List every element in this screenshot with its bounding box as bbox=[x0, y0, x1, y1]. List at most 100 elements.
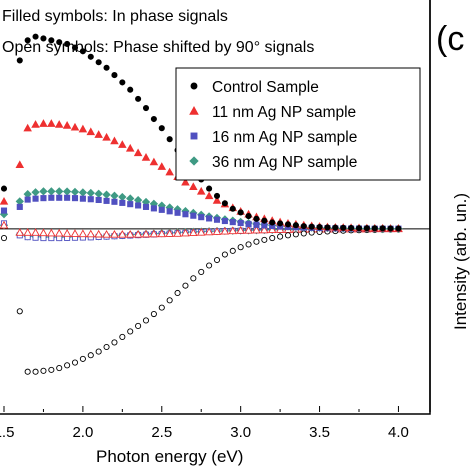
point-triangle-inphase-1-8 bbox=[70, 122, 80, 131]
point-circle-quadrature-0-34 bbox=[277, 233, 284, 240]
point-circle-inphase-0-41 bbox=[332, 224, 339, 231]
point-triangle-quadrature-1-1 bbox=[15, 228, 25, 236]
point-triangle-quadrature-1-16 bbox=[133, 229, 143, 238]
point-triangle-quadrature-1-14 bbox=[118, 229, 127, 238]
point-square-inphase-2-13 bbox=[111, 198, 118, 205]
x-tick-label-0: 1.5 bbox=[0, 424, 14, 441]
point-square-inphase-2-29 bbox=[237, 219, 244, 227]
x-axis-title: Photon energy (eV) bbox=[96, 447, 243, 466]
point-circle-quadrature-0-32 bbox=[261, 236, 268, 243]
point-triangle-quadrature-1-5 bbox=[47, 228, 56, 237]
point-triangle-inphase-1-2 bbox=[23, 123, 32, 132]
point-triangle-quadrature-1-13 bbox=[110, 229, 119, 238]
point-square-inphase-2-12 bbox=[103, 197, 110, 204]
point-circle-inphase-0-3 bbox=[32, 33, 39, 40]
x-tick-label-3: 3.0 bbox=[230, 424, 251, 441]
annotation-open-symbols: Open symbols: Phase shifted by 90° signa… bbox=[2, 39, 314, 56]
point-circle-quadrature-0-17 bbox=[142, 317, 150, 324]
point-circle-inphase-0-30 bbox=[245, 213, 252, 220]
point-diamond-inphase-3-13 bbox=[110, 191, 119, 200]
point-square-inphase-2-14 bbox=[119, 199, 126, 206]
point-circle-inphase-0-29 bbox=[237, 209, 244, 216]
point-circle-inphase-0-27 bbox=[221, 200, 228, 207]
point-square-inphase-2-30 bbox=[245, 220, 252, 227]
point-triangle-quadrature-1-21 bbox=[173, 229, 182, 237]
point-triangle-quadrature-1-3 bbox=[31, 228, 40, 236]
point-circle-quadrature-0-2 bbox=[24, 368, 31, 375]
point-triangle-quadrature-1-27 bbox=[220, 226, 230, 235]
point-circle-quadrature-0-31 bbox=[253, 238, 260, 245]
point-circle-inphase-0-18 bbox=[150, 115, 157, 123]
point-square-quadrature-2-4 bbox=[40, 234, 47, 242]
legend-label-11nm: 11 nm Ag NP sample bbox=[212, 104, 356, 121]
legend-label-36nm: 36 nm Ag NP sample bbox=[212, 154, 357, 171]
point-square-quadrature-2-3 bbox=[32, 234, 39, 241]
point-circle-quadrature-0-22 bbox=[182, 282, 189, 289]
point-circle-inphase-0-11 bbox=[95, 59, 102, 66]
point-diamond-inphase-3-11 bbox=[94, 189, 103, 198]
point-triangle-inphase-1-19 bbox=[157, 162, 167, 170]
point-triangle-inphase-1-0 bbox=[0, 196, 9, 205]
point-circle-quadrature-0-12 bbox=[103, 343, 110, 351]
point-triangle-inphase-1-20 bbox=[165, 167, 174, 176]
point-circle-quadrature-0-28 bbox=[229, 247, 236, 254]
point-circle-quadrature-0-3 bbox=[32, 368, 39, 375]
point-triangle-inphase-1-24 bbox=[196, 186, 206, 195]
point-square-inphase-2-6 bbox=[56, 194, 63, 201]
point-circle-inphase-0-12 bbox=[103, 64, 110, 71]
point-circle-quadrature-0-1 bbox=[16, 308, 23, 315]
point-circle-inphase-0-26 bbox=[213, 192, 221, 199]
point-circle-quadrature-0-27 bbox=[221, 251, 228, 258]
point-triangle-quadrature-1-4 bbox=[39, 228, 48, 237]
point-circle-inphase-0-32 bbox=[261, 217, 268, 224]
point-triangle-inphase-1-18 bbox=[149, 157, 159, 166]
point-diamond-inphase-3-7 bbox=[62, 187, 72, 196]
point-circle-quadrature-0-33 bbox=[269, 234, 276, 242]
legend: Control Sample 11 nm Ag NP sample 16 nm … bbox=[175, 67, 421, 181]
point-triangle-inphase-1-1 bbox=[15, 160, 25, 169]
x-axis-ticks: 1.5 2.0 2.5 3.0 3.5 4.0 bbox=[0, 406, 409, 441]
point-diamond-inphase-3-8 bbox=[70, 187, 80, 197]
point-circle-quadrature-0-14 bbox=[119, 333, 126, 340]
point-circle-inphase-0-40 bbox=[324, 224, 331, 231]
point-circle-quadrature-0-5 bbox=[48, 366, 55, 373]
x-tick-label-5: 4.0 bbox=[388, 424, 409, 441]
point-triangle-inphase-1-17 bbox=[141, 153, 151, 161]
point-triangle-quadrature-1-15 bbox=[125, 229, 135, 238]
point-triangle-inphase-1-12 bbox=[102, 132, 111, 141]
point-diamond-inphase-3-4 bbox=[39, 187, 48, 196]
point-triangle-quadrature-1-23 bbox=[189, 228, 198, 236]
point-triangle-quadrature-1-11 bbox=[94, 229, 103, 238]
point-circle-inphase-0-14 bbox=[119, 79, 126, 86]
point-circle-inphase-0-10 bbox=[87, 53, 94, 60]
point-square-inphase-2-16 bbox=[135, 202, 142, 209]
point-circle-inphase-0-49 bbox=[395, 225, 402, 232]
point-circle-inphase-0-9 bbox=[79, 48, 86, 55]
point-diamond-inphase-3-6 bbox=[55, 187, 64, 196]
point-triangle-inphase-1-3 bbox=[31, 120, 40, 128]
point-triangle-inphase-1-16 bbox=[133, 148, 143, 157]
point-triangle-quadrature-1-30 bbox=[244, 225, 253, 234]
point-triangle-inphase-1-4 bbox=[39, 119, 48, 127]
point-circle-inphase-0-33 bbox=[269, 219, 276, 226]
point-triangle-inphase-1-7 bbox=[62, 120, 72, 129]
point-triangle-inphase-1-9 bbox=[78, 124, 88, 133]
legend-label-16nm: 16 nm Ag NP sample bbox=[212, 129, 357, 146]
point-triangle-quadrature-1-10 bbox=[86, 229, 96, 238]
point-circle-inphase-0-16 bbox=[135, 95, 142, 102]
point-circle-quadrature-0-21 bbox=[174, 289, 181, 297]
point-circle-quadrature-0-25 bbox=[206, 262, 213, 269]
point-square-inphase-2-8 bbox=[71, 195, 79, 202]
point-square-inphase-2-31 bbox=[253, 221, 260, 228]
point-square-inphase-2-19 bbox=[158, 206, 165, 213]
point-diamond-inphase-3-3 bbox=[31, 188, 40, 197]
point-triangle-inphase-1-5 bbox=[47, 119, 56, 127]
point-square-inphase-2-21 bbox=[174, 209, 181, 216]
points-layer bbox=[0, 33, 403, 375]
point-circle-inphase-0-1 bbox=[16, 57, 23, 64]
x-tick-label-1: 2.0 bbox=[72, 424, 93, 441]
point-square-inphase-2-20 bbox=[166, 208, 173, 215]
point-circle-quadrature-0-6 bbox=[56, 365, 63, 372]
point-circle-quadrature-0-29 bbox=[237, 244, 244, 251]
point-circle-inphase-0-39 bbox=[316, 224, 323, 231]
